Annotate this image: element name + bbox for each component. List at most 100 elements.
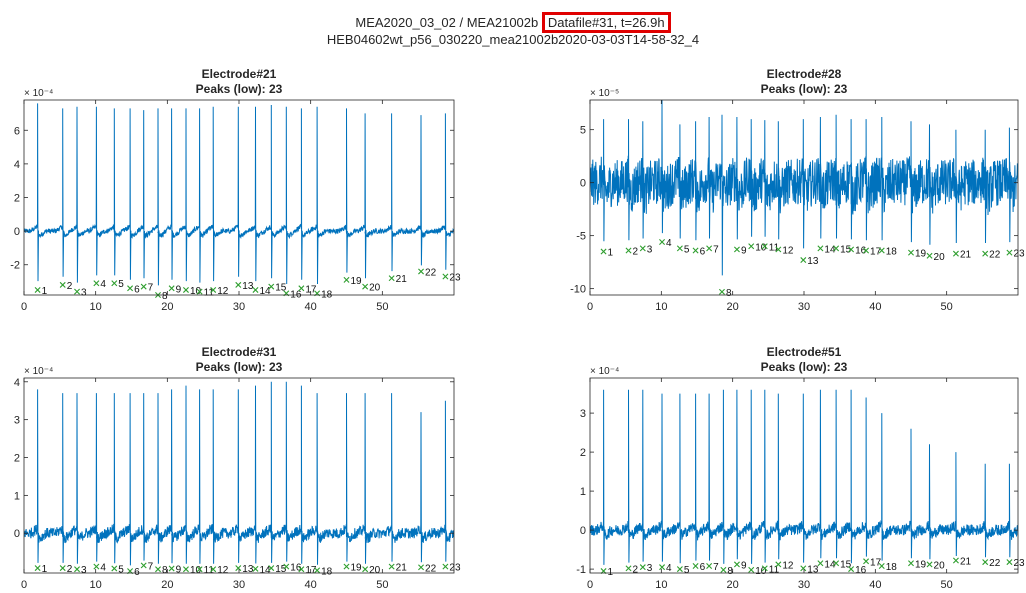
peak-marker [908, 560, 914, 567]
y-axis-multiplier: × 10⁻⁵ [590, 88, 619, 99]
peak-marker [196, 288, 203, 295]
peak-marker [817, 560, 824, 567]
peak-label: 3 [647, 563, 653, 574]
x-tick-label: 50 [941, 301, 953, 313]
peak-marker [863, 247, 870, 254]
peak-label: 22 [425, 267, 437, 278]
suptitle-prefix: MEA2020_03_02 / MEA21002b [355, 15, 539, 30]
peak-label: 8 [727, 566, 733, 577]
peak-marker [748, 243, 755, 250]
peak-marker [659, 239, 666, 245]
peak-marker [625, 247, 632, 254]
peak-marker [210, 566, 217, 573]
x-tick-label: 40 [869, 301, 881, 313]
subplot-subtitle: Peaks (low): 23 [196, 82, 283, 96]
signal-trace [590, 389, 1018, 565]
y-tick-label: 3 [14, 415, 20, 427]
peak-marker [733, 246, 740, 253]
y-tick-label: -10 [570, 284, 586, 296]
x-tick-label: 40 [305, 301, 317, 313]
peak-label: 7 [713, 244, 719, 255]
peak-marker [111, 280, 118, 287]
x-tick-label: 50 [376, 301, 388, 313]
peak-marker [733, 561, 740, 568]
peak-label: 15 [275, 564, 287, 575]
peak-label: 11 [769, 564, 780, 575]
subplot-title: Electrode#51 [767, 345, 842, 359]
peak-label: 19 [351, 563, 363, 574]
peak-marker [140, 283, 147, 290]
y-tick-label: 4 [14, 377, 20, 389]
peak-marker [720, 566, 727, 573]
peak-marker [34, 565, 41, 572]
y-tick-label: 6 [14, 125, 20, 137]
peak-marker [952, 250, 959, 257]
peak-label: 10 [755, 242, 767, 253]
peak-label: 17 [870, 246, 882, 257]
peak-label: 16 [290, 563, 302, 574]
peak-label: 13 [807, 564, 819, 575]
peak-marker [182, 286, 189, 293]
peak-marker [1006, 559, 1013, 566]
subplot-subtitle: Peaks (low): 23 [761, 360, 848, 374]
peak-marker [676, 245, 683, 252]
peak-marker [952, 557, 959, 564]
peak-marker [388, 275, 395, 282]
peak-marker [418, 564, 425, 571]
x-tick-label: 40 [305, 579, 317, 591]
peak-marker [59, 565, 66, 572]
peak-marker [800, 257, 807, 264]
peak-marker [639, 245, 646, 252]
x-tick-label: 10 [90, 579, 102, 591]
figure-suptitle: MEA2020_03_02 / MEA21002b Datafile#31, t… [0, 12, 1026, 48]
x-tick-label: 30 [233, 301, 245, 313]
x-tick-label: 10 [655, 579, 667, 591]
peak-label: 22 [425, 563, 437, 574]
y-tick-label: 0 [580, 525, 586, 537]
peak-label: 5 [684, 565, 690, 576]
peak-label: 12 [217, 286, 229, 297]
x-tick-label: 30 [798, 301, 810, 313]
peak-label: 14 [824, 244, 836, 255]
y-axis-multiplier: × 10⁻⁴ [24, 88, 53, 99]
peak-label: 9 [741, 245, 747, 256]
peak-marker [908, 249, 914, 256]
peak-label: 8 [162, 291, 168, 302]
peak-label: 5 [118, 564, 124, 575]
peak-marker [127, 285, 134, 292]
peak-label: 13 [242, 564, 254, 575]
peak-marker [252, 286, 259, 293]
peak-label: 9 [176, 284, 182, 295]
peak-label: 22 [989, 558, 1001, 569]
peak-label: 9 [176, 564, 182, 575]
peak-marker [761, 243, 768, 250]
peak-marker [418, 268, 425, 275]
peak-marker [706, 245, 713, 252]
peak-label: 19 [915, 249, 927, 260]
peak-marker [748, 566, 755, 573]
peak-marker [298, 566, 305, 573]
peak-label: 17 [305, 565, 317, 576]
peak-marker [34, 286, 41, 293]
peak-label: 10 [190, 286, 202, 297]
peak-label: 22 [989, 250, 1001, 261]
peak-marker [659, 564, 666, 571]
peak-label: 3 [647, 244, 653, 255]
peak-label: 21 [396, 563, 408, 574]
datafile-highlight-box: Datafile#31, t=26.9h [541, 12, 671, 33]
peak-label: 14 [259, 565, 271, 576]
peak-marker [252, 565, 259, 572]
subplot-title: Electrode#21 [202, 67, 277, 81]
peak-label: 1 [608, 567, 614, 578]
peak-label: 11 [769, 242, 780, 253]
y-tick-label: 1 [580, 486, 586, 498]
peak-marker [235, 565, 242, 572]
subplot-title: Electrode#28 [767, 67, 842, 81]
subplot-subtitle: Peaks (low): 23 [196, 360, 283, 374]
peak-label: 5 [684, 244, 690, 255]
y-tick-label: 1 [14, 490, 20, 502]
peak-label: 1 [608, 248, 614, 259]
signal-trace [24, 103, 454, 286]
